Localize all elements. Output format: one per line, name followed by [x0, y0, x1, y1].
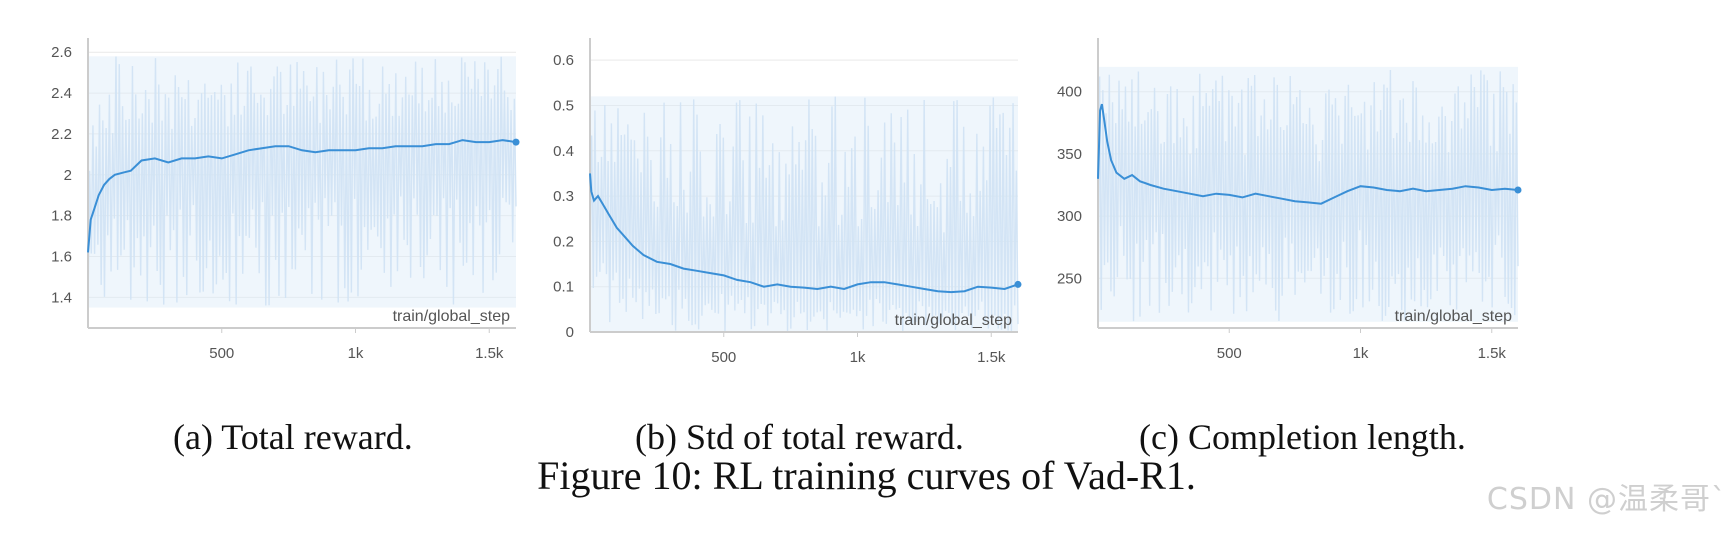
- x-tick-label: 1.5k: [1478, 345, 1507, 362]
- chart-panel-c: 250 300 350 400 500 1k 1.5k train/global_step (…: [1040, 30, 1600, 457]
- chart-caption-c: (c) Completion length.: [1139, 417, 1466, 457]
- y-tick-label: 0: [566, 324, 574, 341]
- series-line: [87, 139, 517, 253]
- raw-noise-line: [87, 56, 517, 306]
- series-line: [589, 173, 1019, 294]
- x-tick-label: 500: [209, 345, 234, 362]
- series-end-point: [1014, 280, 1022, 288]
- raw-noise-line: [589, 96, 1019, 332]
- chart-panel-a: 1.4 1.6 1.8 2 2.2 2.4 2.6 500 1k 1.5k train/global…: [30, 30, 590, 457]
- y-tick-label: 250: [1057, 270, 1082, 287]
- x-tick-label: 1k: [348, 345, 364, 362]
- x-axis-label: train/global_step: [1395, 308, 1513, 325]
- chart-caption-a: (a) Total reward.: [173, 417, 413, 457]
- y-tick-label: 0.3: [553, 188, 574, 205]
- x-axis-label: train/global_step: [895, 312, 1013, 329]
- x-tick-label: 500: [711, 349, 736, 366]
- chart-caption-b: (b) Std of total reward.: [635, 417, 964, 457]
- x-tick-label: 1k: [850, 349, 866, 366]
- series-line: [1097, 103, 1519, 205]
- chart-panel-b: 0 0.1 0.2 0.3 0.4 0.5 0.6 500 1k 1.5k train/global…: [535, 30, 1095, 457]
- x-tick-label: 1.5k: [977, 349, 1006, 366]
- y-tick-label: 2: [64, 167, 72, 184]
- y-tick-label: 400: [1057, 84, 1082, 101]
- y-tick-label: 350: [1057, 146, 1082, 163]
- y-tick-label: 0.4: [553, 143, 574, 160]
- y-tick-label: 1.6: [51, 249, 72, 266]
- raw-noise-band: [87, 56, 517, 308]
- y-tick-label: 300: [1057, 208, 1082, 225]
- x-tick-label: 500: [1217, 345, 1242, 362]
- chart-svg-a: 1.4 1.6 1.8 2 2.2 2.4 2.6 500 1k 1.5k train/global…: [51, 38, 520, 362]
- figure-caption: Figure 10: RL training curves of Vad-R1.: [537, 453, 1196, 498]
- y-tick-label: 2.4: [51, 85, 72, 102]
- watermark: CSDN @温柔哥`: [1486, 482, 1727, 517]
- y-tick-label: 1.4: [51, 289, 72, 306]
- raw-noise-line: [1097, 70, 1519, 322]
- y-tick-label: 2.2: [51, 126, 72, 143]
- x-tick-label: 1k: [1353, 345, 1369, 362]
- y-tick-label: 0.2: [553, 233, 574, 250]
- y-tick-label: 2.6: [51, 44, 72, 61]
- x-tick-label: 1.5k: [475, 345, 504, 362]
- chart-svg-c: 250 300 350 400 500 1k 1.5k train/global_step: [1057, 38, 1522, 362]
- series-end-point: [512, 138, 520, 146]
- series-end-point: [1514, 186, 1522, 194]
- raw-noise-band: [1097, 66, 1519, 322]
- chart-svg-b: 0 0.1 0.2 0.3 0.4 0.5 0.6 500 1k 1.5k train/global…: [553, 38, 1022, 366]
- x-axis-label: train/global_step: [393, 308, 511, 325]
- y-tick-label: 0.5: [553, 97, 574, 114]
- raw-noise-band: [589, 96, 1019, 332]
- y-tick-label: 1.8: [51, 208, 72, 225]
- y-tick-label: 0.1: [553, 279, 574, 296]
- y-tick-label: 0.6: [553, 52, 574, 69]
